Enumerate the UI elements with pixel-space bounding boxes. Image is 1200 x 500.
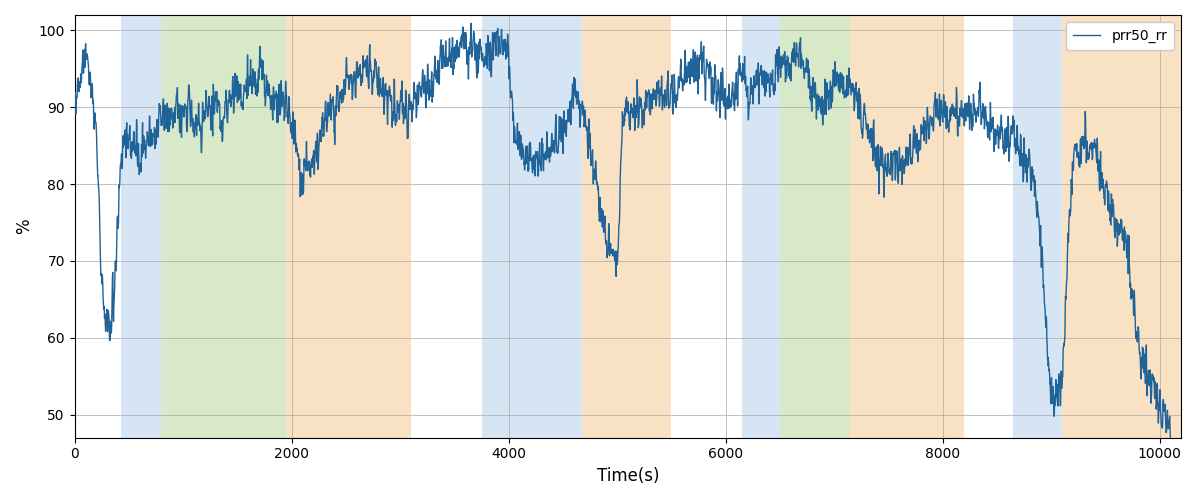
- Bar: [481, 15, 582, 438]
- Bar: [1062, 15, 1181, 438]
- prr50_rr: [536, 152, 551, 158]
- prr50_rr: [1130, 334, 1145, 340]
- Bar: [162, 15, 287, 438]
- prr50_rr: [588, 158, 602, 164]
- Legend: prr50_rr: prr50_rr: [1066, 22, 1175, 50]
- prr50_rr: [528, 170, 542, 176]
- Bar: [742, 15, 780, 438]
- Y-axis label: %: %: [16, 218, 34, 234]
- prr50_rr: [1163, 434, 1177, 440]
- Bar: [780, 15, 851, 438]
- Bar: [287, 15, 410, 438]
- prr50_rr: [1075, 142, 1090, 148]
- Bar: [121, 15, 162, 438]
- Line: prr50_rr: prr50_rr: [74, 24, 1170, 438]
- Bar: [1013, 15, 1062, 438]
- Bar: [851, 15, 965, 438]
- X-axis label: Time(s): Time(s): [596, 467, 659, 485]
- Bar: [582, 15, 671, 438]
- prr50_rr: [864, 126, 878, 132]
- prr50_rr: [463, 20, 478, 26]
- prr50_rr: [67, 97, 82, 103]
